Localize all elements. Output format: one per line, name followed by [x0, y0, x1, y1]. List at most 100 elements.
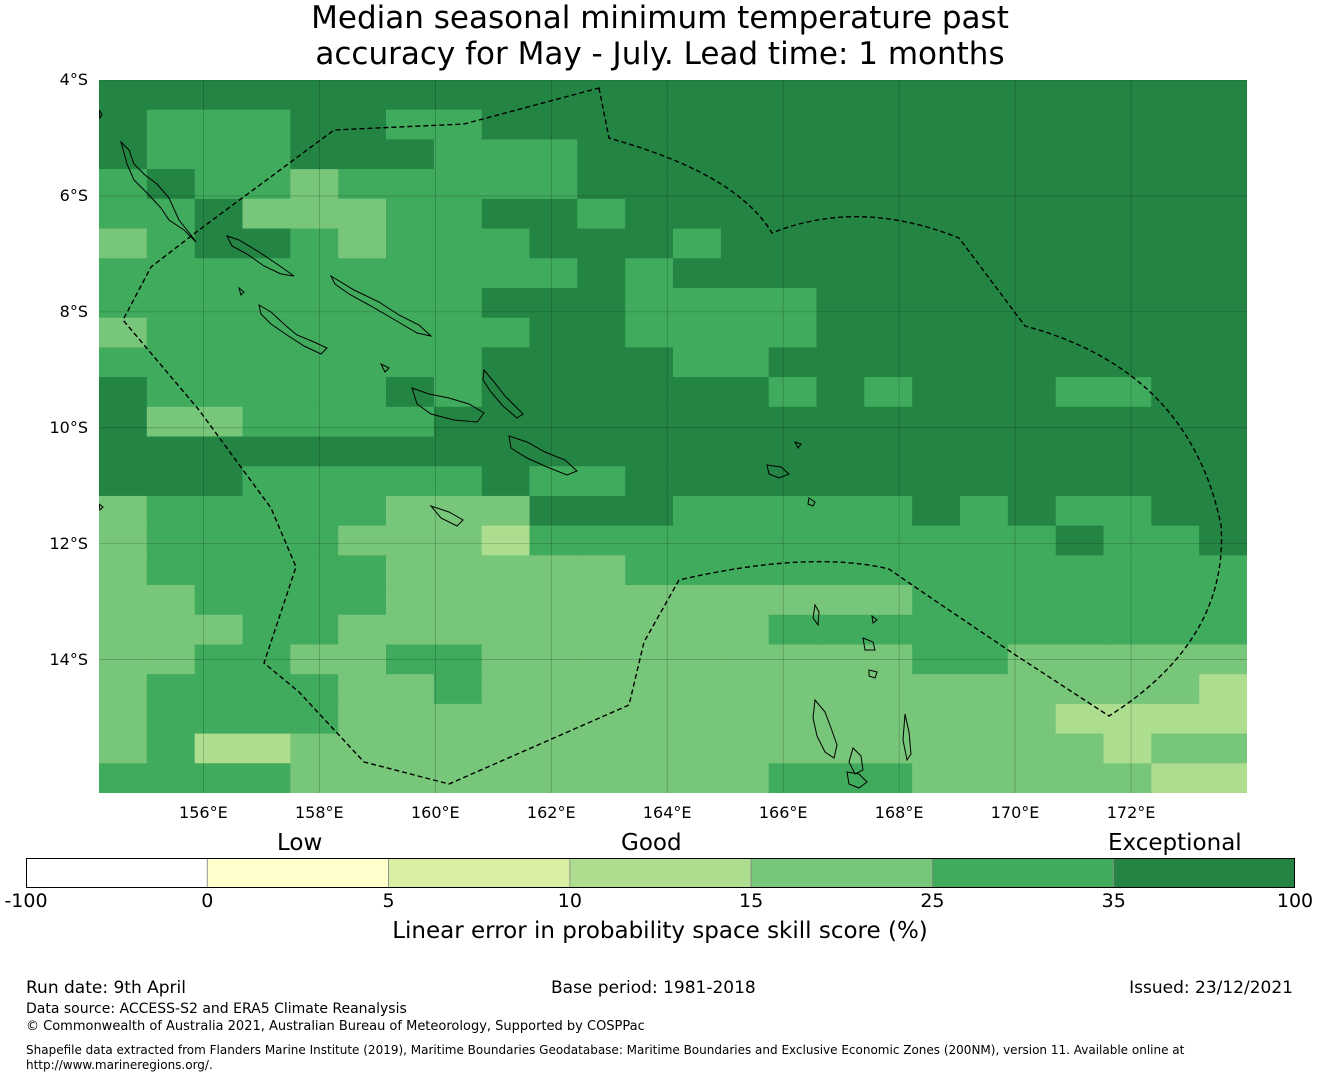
skill-grid-cell	[1151, 674, 1200, 705]
skill-grid-cell	[194, 495, 244, 527]
skill-grid-cell	[864, 109, 913, 141]
skill-grid-cell	[290, 436, 339, 467]
skill-grid-cell	[290, 585, 339, 616]
skill-grid-cell	[242, 703, 291, 735]
skill-grid-cell	[338, 614, 387, 646]
skill-grid-cell	[1007, 406, 1057, 438]
skill-grid-cell	[290, 614, 339, 646]
skill-grid-cell	[673, 377, 722, 408]
skill-grid-cell	[960, 198, 1009, 230]
skill-grid-cell	[1103, 258, 1152, 289]
skill-grid-cell	[1151, 377, 1200, 408]
skill-grid-cell	[673, 287, 722, 319]
skill-grid-cell	[146, 555, 196, 586]
skill-grid-cell	[625, 317, 674, 348]
longitude-label: 162°E	[526, 803, 576, 822]
run-date: Run date: 9th April	[26, 978, 186, 998]
skill-grid-cell	[720, 495, 770, 527]
skill-grid-cell	[1199, 198, 1247, 230]
skill-grid-cell	[816, 109, 865, 141]
skill-grid-cell	[720, 614, 770, 646]
skill-grid-cell	[481, 347, 531, 378]
skill-grid-cell	[338, 258, 387, 289]
skill-grid-cell	[194, 139, 244, 170]
skill-grid-cell	[768, 555, 818, 586]
skill-grid-cell	[481, 80, 531, 111]
banks-islands-coast	[862, 637, 876, 651]
skill-grid-cell	[816, 525, 865, 556]
skill-grid-cell	[481, 644, 531, 675]
skill-grid-cells	[99, 80, 1247, 793]
skill-grid-cell	[194, 169, 244, 200]
colorbar-segment	[932, 858, 1115, 888]
skill-grid-cell	[1103, 644, 1152, 675]
skill-grid-cell	[146, 525, 196, 556]
skill-grid-cell	[194, 406, 244, 438]
skill-grid-cell	[481, 585, 531, 616]
skill-grid-cell	[481, 674, 531, 705]
skill-grid-cell	[912, 347, 961, 378]
skill-grid-cell	[816, 80, 865, 111]
skill-grid-cell	[1199, 555, 1247, 586]
skill-grid-cell	[529, 228, 578, 259]
skill-grid-cell	[768, 644, 818, 675]
skill-grid-cell	[1055, 198, 1105, 230]
skill-grid-cell	[577, 347, 626, 378]
skill-grid-cell	[673, 109, 722, 141]
skill-grid-cell	[577, 555, 626, 586]
skill-grid-cell	[1055, 347, 1105, 378]
skill-grid-cell	[864, 169, 913, 200]
skill-grid-cell	[577, 733, 626, 764]
skill-grid-cell	[673, 585, 722, 616]
skill-grid-cell	[1103, 466, 1152, 497]
skill-grid-cell	[720, 109, 770, 141]
skill-grid-cell	[338, 317, 387, 348]
skill-grid-cell	[99, 644, 148, 675]
skill-grid-cell	[720, 139, 770, 170]
skill-grid-cell	[386, 139, 435, 170]
skill-grid-cell	[1151, 317, 1200, 348]
skill-grid-cell	[481, 228, 531, 259]
skill-grid-cell	[768, 258, 818, 289]
skill-grid-cell	[912, 436, 961, 467]
skill-grid-cell	[1007, 733, 1057, 764]
skill-grid-cell	[194, 109, 244, 141]
skill-grid-cell	[338, 525, 387, 556]
skill-grid-cell	[338, 763, 387, 793]
skill-grid-cell	[386, 347, 435, 378]
title-line-2: accuracy for May - July. Lead time: 1 mo…	[315, 36, 1005, 72]
skill-grid-cell	[864, 258, 913, 289]
skill-grid-cell	[1199, 377, 1247, 408]
skill-grid-cell	[720, 644, 770, 675]
skill-grid-cell	[242, 495, 291, 527]
skill-grid-cell	[577, 169, 626, 200]
skill-grid-cell	[1199, 495, 1247, 527]
skill-grid-cell	[481, 525, 531, 556]
choiseul-coast	[226, 235, 295, 277]
skill-grid-cell	[1151, 406, 1200, 438]
skill-grid-cell	[577, 139, 626, 170]
skill-grid-cell	[1103, 287, 1152, 319]
skill-grid-cell	[290, 109, 339, 141]
skill-grid-cell	[720, 198, 770, 230]
skill-grid-cell	[338, 287, 387, 319]
skill-grid-cell	[1103, 733, 1152, 764]
skill-grid-cell	[816, 228, 865, 259]
skill-grid-cell	[960, 109, 1009, 141]
skill-grid-cell	[1103, 555, 1152, 586]
skill-grid-cell	[1199, 317, 1247, 348]
skill-grid-cell	[912, 287, 961, 319]
skill-grid-cell	[864, 436, 913, 467]
skill-grid-cell	[720, 228, 770, 259]
skill-grid-cell	[290, 466, 339, 497]
skill-grid-cell	[1007, 585, 1057, 616]
skill-grid-cell	[338, 228, 387, 259]
skill-grid-cell	[290, 406, 339, 438]
skill-grid-cell	[816, 377, 865, 408]
skill-grid-cell	[1055, 703, 1105, 735]
skill-grid-cell	[242, 347, 291, 378]
skill-grid-cell	[1055, 169, 1105, 200]
skill-grid-cell	[386, 80, 435, 111]
skill-grid-cell	[577, 585, 626, 616]
skill-grid-cell	[290, 674, 339, 705]
